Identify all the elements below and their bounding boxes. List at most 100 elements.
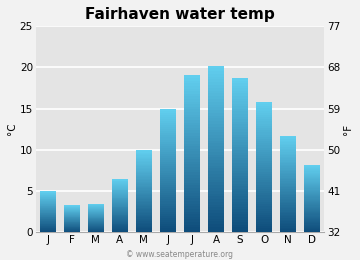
Bar <box>256 230 272 232</box>
Bar <box>184 193 200 196</box>
Bar <box>256 139 272 141</box>
Bar <box>208 102 224 105</box>
Bar <box>305 172 320 173</box>
Bar <box>256 228 272 230</box>
Bar <box>208 127 224 129</box>
Bar <box>160 158 176 160</box>
Bar <box>184 131 200 133</box>
Bar <box>256 211 272 213</box>
Bar <box>136 168 152 169</box>
Bar <box>136 230 152 231</box>
Bar <box>64 211 80 212</box>
Bar <box>280 137 296 139</box>
Bar <box>208 171 224 174</box>
Bar <box>136 204 152 205</box>
Bar <box>136 153 152 154</box>
Bar <box>232 212 248 214</box>
Bar <box>88 206 104 207</box>
Bar <box>256 226 272 228</box>
Bar <box>208 160 224 163</box>
Bar <box>40 198 55 199</box>
Bar <box>305 188 320 190</box>
Bar <box>184 180 200 183</box>
Bar <box>136 171 152 172</box>
Bar <box>136 206 152 208</box>
Bar <box>184 230 200 232</box>
Bar <box>40 216 55 217</box>
Bar <box>40 205 55 206</box>
Bar <box>305 228 320 229</box>
Bar <box>232 181 248 184</box>
Bar <box>184 81 200 83</box>
Bar <box>160 210 176 212</box>
Bar <box>256 217 272 219</box>
Bar <box>232 166 248 168</box>
Bar <box>232 186 248 189</box>
Bar <box>208 80 224 82</box>
Bar <box>305 212 320 213</box>
Bar <box>112 196 128 197</box>
Bar <box>232 191 248 194</box>
Bar <box>280 150 296 152</box>
Bar <box>280 228 296 229</box>
Bar <box>160 123 176 125</box>
Bar <box>160 110 176 113</box>
Bar <box>256 196 272 198</box>
Bar <box>136 157 152 158</box>
Bar <box>136 231 152 232</box>
Bar <box>136 175 152 176</box>
Bar <box>136 184 152 186</box>
Bar <box>256 193 272 196</box>
Bar <box>160 197 176 199</box>
Bar <box>232 178 248 181</box>
Bar <box>305 199 320 200</box>
Bar <box>256 163 272 165</box>
Bar <box>40 230 55 231</box>
Bar <box>64 217 80 218</box>
Bar <box>305 184 320 185</box>
Bar <box>88 223 104 224</box>
Bar <box>136 186 152 187</box>
Bar <box>280 231 296 232</box>
Bar <box>280 229 296 231</box>
Bar <box>112 193 128 194</box>
Bar <box>280 155 296 157</box>
Bar <box>208 196 224 199</box>
Bar <box>208 71 224 74</box>
Bar <box>256 191 272 193</box>
Bar <box>112 216 128 217</box>
Bar <box>184 151 200 154</box>
Bar <box>184 157 200 159</box>
Bar <box>160 230 176 232</box>
Bar <box>280 200 296 202</box>
Bar <box>160 183 176 185</box>
Bar <box>64 219 80 220</box>
Bar <box>256 202 272 204</box>
Bar <box>136 224 152 226</box>
Bar <box>160 168 176 171</box>
Bar <box>256 185 272 187</box>
Bar <box>305 185 320 186</box>
Bar <box>280 157 296 158</box>
Bar <box>160 142 176 144</box>
Bar <box>112 187 128 188</box>
Bar <box>88 215 104 216</box>
Bar <box>40 223 55 224</box>
Bar <box>208 129 224 132</box>
Bar <box>160 195 176 197</box>
Bar <box>160 166 176 168</box>
Bar <box>305 165 320 166</box>
Bar <box>160 119 176 121</box>
Bar <box>232 189 248 191</box>
Bar <box>112 192 128 193</box>
Bar <box>136 195 152 197</box>
Bar <box>256 209 272 211</box>
Bar <box>136 209 152 210</box>
Bar <box>40 214 55 215</box>
Bar <box>112 195 128 196</box>
Bar <box>88 210 104 211</box>
Bar <box>160 228 176 230</box>
Bar <box>280 163 296 165</box>
Bar <box>88 230 104 231</box>
Bar <box>112 183 128 184</box>
